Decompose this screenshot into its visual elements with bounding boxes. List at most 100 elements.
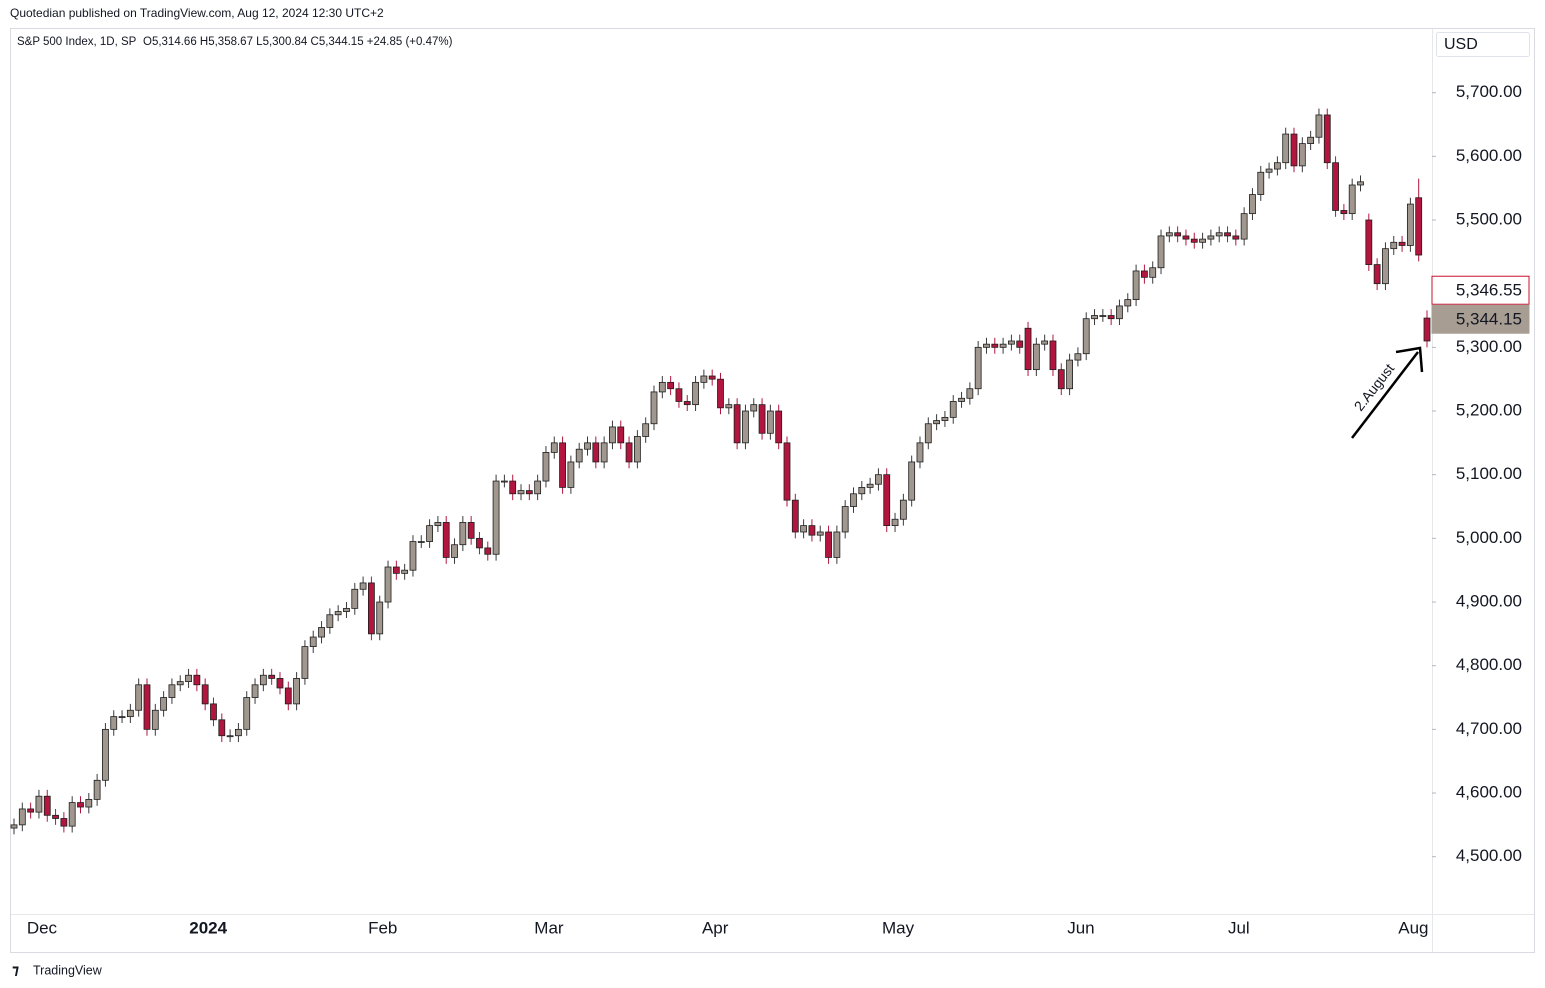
candle-body: [775, 410, 783, 444]
x-tick-label: May: [882, 918, 915, 937]
candle-body: [949, 401, 957, 418]
currency-box[interactable]: [1436, 32, 1530, 57]
candle-body: [1398, 241, 1406, 246]
candle-body: [974, 346, 982, 390]
x-tick-label: Jul: [1228, 918, 1250, 937]
y-tick-label: 5,100.00: [1456, 464, 1522, 483]
candle-body: [118, 716, 126, 719]
candle-body: [251, 684, 259, 698]
candle-body: [1082, 318, 1090, 355]
candle-body: [1032, 343, 1040, 371]
candle-body: [1116, 305, 1123, 320]
candle-body: [1224, 232, 1231, 237]
candle-body: [717, 378, 724, 409]
candle-body: [1249, 194, 1256, 215]
candle-body: [326, 614, 334, 628]
candle-body: [1357, 181, 1364, 186]
candle-body: [559, 442, 566, 488]
candle-body: [766, 410, 774, 434]
candle-body: [750, 404, 758, 412]
candle-body: [650, 391, 658, 425]
candle-body: [683, 401, 691, 406]
candle-body: [642, 423, 650, 437]
candle-body: [1190, 238, 1198, 243]
candle-body: [143, 684, 151, 730]
candle-body: [185, 674, 192, 683]
candle-body: [309, 636, 317, 647]
candle-body: [575, 448, 583, 463]
candle-body: [983, 343, 990, 348]
candle-body: [1066, 359, 1073, 390]
candle-body: [1340, 210, 1348, 215]
candle-body: [35, 795, 43, 813]
candle-body: [1315, 114, 1323, 138]
tv-logo: ⁊: [12, 962, 19, 978]
candle-body: [343, 607, 350, 612]
candle-body: [60, 818, 68, 827]
candle-body: [1016, 340, 1024, 348]
candle-body: [1207, 235, 1215, 240]
candle-body: [210, 703, 217, 721]
candle-body: [584, 442, 591, 450]
candle-body: [1049, 340, 1057, 371]
candle-body: [176, 681, 184, 686]
candle-body: [625, 442, 633, 463]
candle-body: [833, 531, 841, 558]
candle-body: [268, 674, 276, 679]
candle-body: [160, 697, 168, 711]
publisher: Quotedian published on TradingView.com, …: [10, 6, 384, 20]
candle-body: [126, 709, 134, 718]
candle-body: [151, 709, 159, 730]
candle-body: [1041, 340, 1049, 345]
candle-body: [1257, 171, 1265, 195]
candle-body: [708, 375, 716, 380]
candle-body: [791, 499, 799, 533]
candle-body: [592, 442, 600, 463]
symbol-title: S&P 500 Index, 1D, SP: [17, 36, 137, 48]
candle-body: [442, 522, 450, 558]
candle-body: [276, 678, 284, 689]
candle-body: [1174, 232, 1182, 237]
candle-body: [692, 381, 699, 406]
candle-body: [1215, 232, 1223, 237]
candle-body: [758, 404, 766, 434]
candle-body: [235, 728, 242, 737]
candle-body: [201, 684, 209, 705]
candle-body: [733, 404, 741, 444]
candle-body: [858, 487, 866, 495]
candle-body: [293, 678, 301, 705]
candle-body: [243, 697, 251, 730]
candle-body: [492, 480, 500, 555]
candle-body: [800, 525, 808, 533]
candle-body: [891, 518, 899, 527]
ohlc-legend: O5,314.66 H5,358.67 L5,300.84 C5,344.15 …: [143, 36, 453, 48]
x-tick-label: Jun: [1067, 918, 1094, 937]
candle-body: [1332, 162, 1339, 211]
candle-body: [742, 410, 749, 444]
arrow-line: [1351, 351, 1419, 439]
candle-body: [1323, 114, 1331, 164]
y-tick-label: 5,700.00: [1456, 82, 1522, 101]
candle-body: [991, 343, 999, 348]
candle-body: [284, 687, 292, 705]
candle-body: [43, 795, 51, 816]
candle-body: [999, 343, 1007, 348]
candle-body: [384, 566, 392, 603]
candle-body: [725, 404, 733, 409]
x-tick-label: Mar: [534, 918, 564, 937]
candle-body: [542, 451, 550, 482]
candle-body: [18, 808, 26, 826]
y-tick-label: 4,600.00: [1456, 783, 1522, 802]
y-tick-label: 5,500.00: [1456, 209, 1522, 228]
candle-body: [550, 442, 558, 453]
y-tick-label: 5,600.00: [1456, 146, 1522, 165]
candle-body: [825, 531, 832, 558]
candle-body: [1024, 327, 1032, 371]
y-tick-label: 4,500.00: [1456, 846, 1522, 865]
candle-body: [899, 499, 907, 520]
candle-body: [1008, 340, 1015, 345]
candle-body: [850, 493, 857, 507]
candle-body: [401, 569, 409, 574]
candle-body: [1348, 184, 1356, 215]
y-tick-label: 5,000.00: [1456, 528, 1522, 547]
